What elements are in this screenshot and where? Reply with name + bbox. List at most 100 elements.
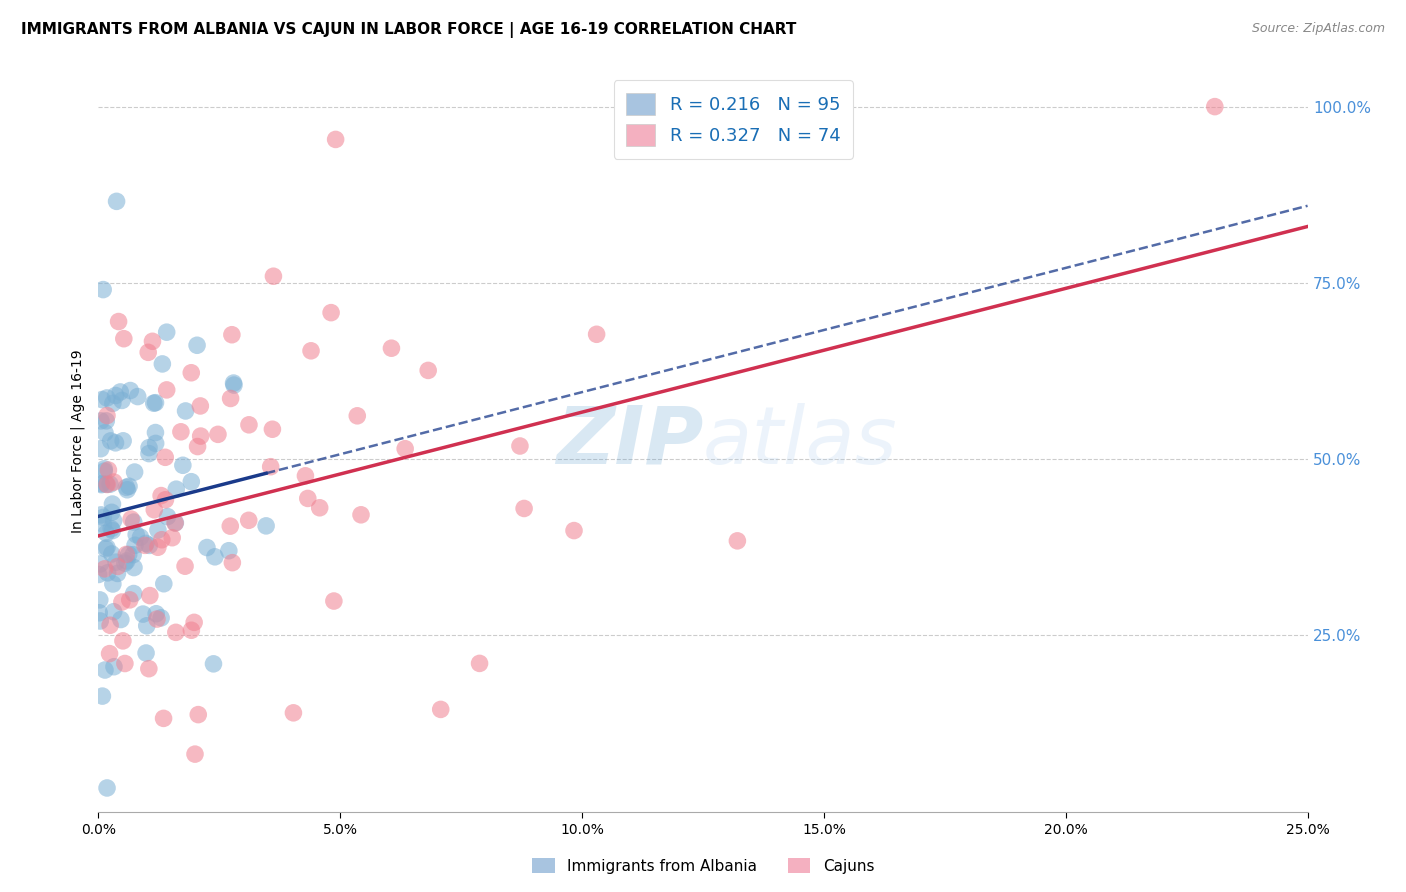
Point (150, 533, 173, 547)
Point (105, 555, 128, 569)
Point (134, 538, 156, 552)
Point (165, 516, 187, 530)
Point (135, 619, 157, 633)
Point (139, 589, 162, 603)
Point (104, 388, 127, 402)
Point (127, 390, 149, 404)
Point (141, 334, 163, 349)
Point (96, 409, 118, 423)
Point (165, 625, 187, 640)
Point (394, 442, 416, 456)
Point (155, 450, 177, 465)
Point (180, 366, 202, 380)
Point (129, 530, 152, 544)
Point (104, 435, 127, 450)
Point (115, 548, 138, 562)
Point (165, 516, 187, 530)
Point (138, 662, 160, 676)
Point (103, 514, 125, 528)
Point (110, 613, 132, 627)
Point (101, 524, 124, 538)
Point (238, 513, 260, 527)
Legend: Immigrants from Albania, Cajuns: Immigrants from Albania, Cajuns (526, 852, 880, 880)
Point (93, 462, 115, 476)
Point (115, 480, 138, 494)
Point (101, 497, 124, 511)
Point (138, 538, 160, 552)
Point (101, 577, 124, 591)
Point (143, 503, 166, 517)
Point (146, 541, 169, 555)
Point (145, 607, 167, 621)
Point (132, 607, 155, 621)
Point (513, 501, 536, 516)
Point (112, 332, 135, 346)
Point (165, 482, 187, 496)
Point (145, 436, 167, 450)
Point (124, 538, 146, 552)
Point (160, 531, 183, 545)
Point (89, 614, 111, 628)
Point (115, 483, 138, 497)
Point (509, 439, 531, 453)
Point (122, 548, 145, 562)
Point (155, 492, 177, 507)
Point (98, 477, 121, 491)
Point (142, 396, 165, 410)
Point (299, 343, 322, 358)
Point (93, 562, 115, 576)
Point (91, 689, 114, 703)
Point (122, 515, 145, 529)
Point (297, 491, 319, 506)
Point (468, 657, 491, 671)
Point (96, 541, 118, 555)
Point (93, 517, 115, 532)
Point (111, 633, 134, 648)
Point (112, 434, 135, 448)
Point (124, 465, 146, 479)
Point (110, 384, 132, 399)
Point (103, 475, 125, 489)
Point (100, 434, 122, 448)
Point (90, 414, 112, 428)
Point (202, 657, 225, 671)
Point (725, 533, 748, 548)
Point (219, 519, 242, 533)
Point (153, 576, 176, 591)
Point (138, 447, 160, 461)
Point (262, 269, 284, 284)
Point (118, 548, 141, 562)
Point (90, 476, 112, 491)
Point (429, 702, 451, 716)
Point (93, 464, 115, 478)
Point (97, 463, 120, 477)
Point (146, 523, 169, 537)
Point (190, 429, 212, 443)
Point (111, 595, 134, 609)
Point (107, 566, 129, 581)
Point (90, 477, 112, 491)
Point (87, 567, 110, 582)
Point (150, 357, 173, 371)
Point (107, 314, 129, 328)
Point (96, 477, 118, 491)
Point (186, 338, 208, 352)
Y-axis label: In Labor Force | Age 16-19: In Labor Force | Age 16-19 (70, 350, 86, 533)
Point (325, 132, 347, 146)
Point (96, 391, 118, 405)
Point (94, 663, 117, 677)
Point (174, 559, 197, 574)
Point (254, 519, 277, 533)
Point (91, 283, 114, 297)
Point (114, 657, 136, 671)
Point (114, 556, 136, 570)
Point (146, 612, 169, 626)
Point (238, 417, 260, 432)
Point (98, 618, 121, 632)
Point (122, 586, 145, 600)
Point (89, 606, 111, 620)
Point (170, 425, 193, 439)
Point (1204, 100, 1226, 114)
Point (115, 554, 138, 568)
Point (585, 327, 607, 342)
